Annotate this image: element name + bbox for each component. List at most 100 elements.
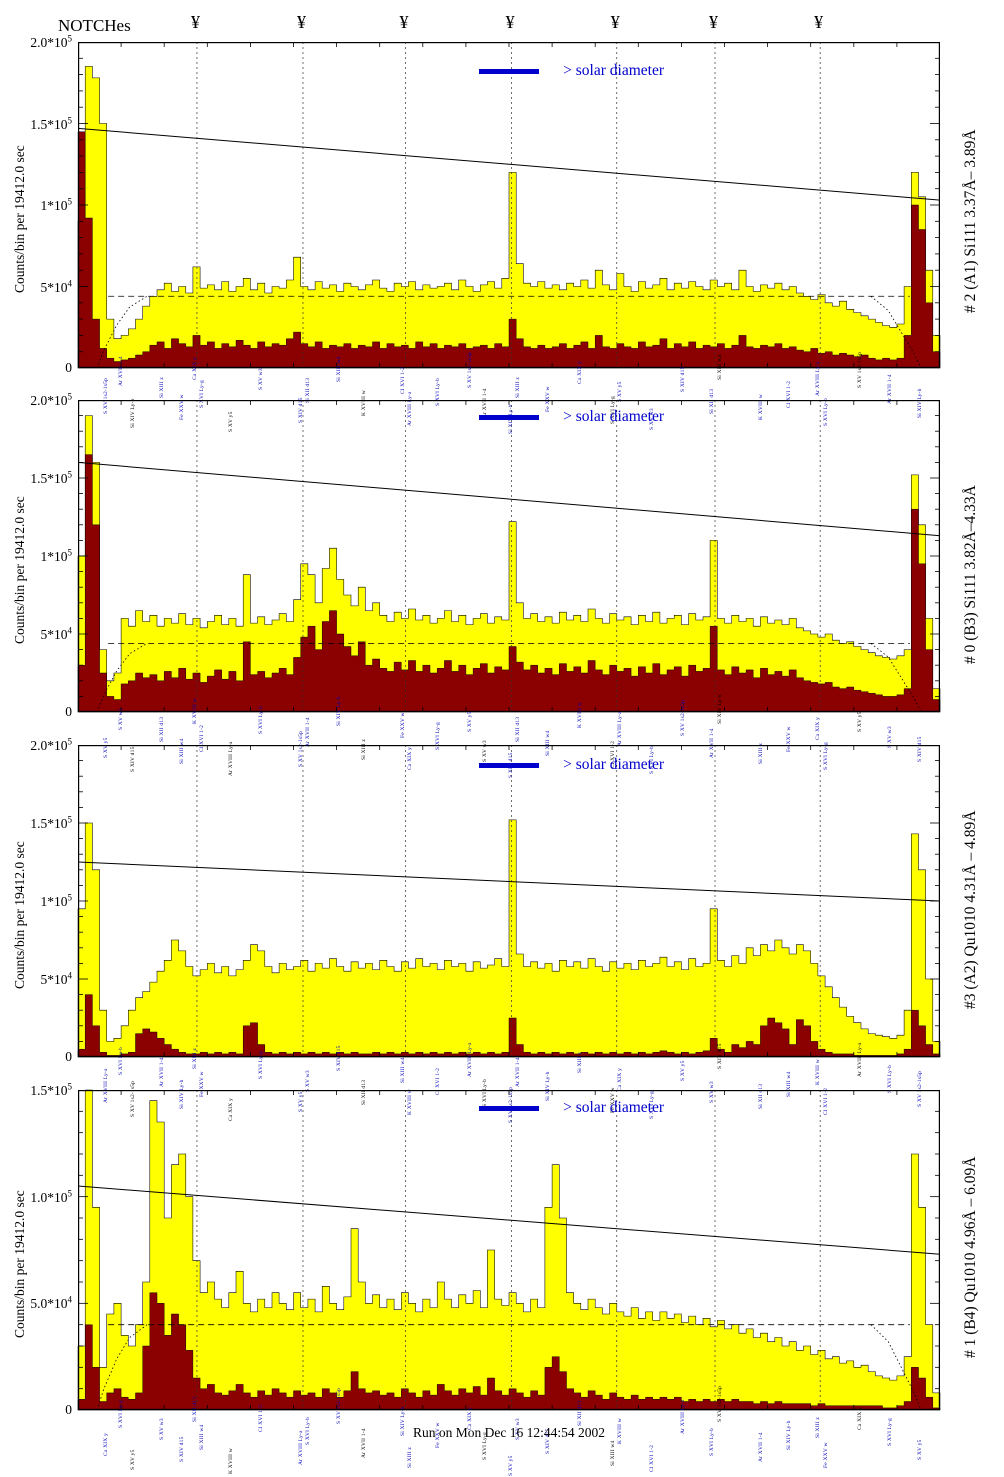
maroon-histogram [77,1292,941,1411]
y-tick-label: 0 [65,360,72,375]
y-tick-label: 1.5*105 [30,1081,72,1098]
y-axis-ticks: 0 5*104 1*105 1.5*105 2.0*105 [4,391,78,719]
line-annotation: S XV w3 [258,368,265,390]
y-tick-label: 1*105 [40,547,73,564]
panel-qu1010-b4: Counts/bin per 19412.0 sec 0 5.0*104 1.0*1… [12,1081,979,1476]
line-annotation: Si XII d13 [158,716,165,742]
y-tick-label: 2.0*105 [30,736,72,753]
line-annotation: Si XII d13 [514,716,521,742]
solar-diameter-bar [478,414,540,420]
decline-line [77,861,941,902]
y-tick-label: 2.0*105 [30,33,72,50]
notch-symbol: ¥ [190,12,200,32]
line-annotation: Ar XVII 1-4 [514,1057,521,1087]
line-annotation: Cl XVI 1-2 [400,366,407,394]
solar-diameter-legend: > solar diameter [478,62,664,80]
decline-line [77,1185,941,1255]
line-annotation: S XV w3 [304,1070,311,1092]
y-tick-label: 5*104 [40,277,73,295]
line-annotation: Cl XVI 1-2 [648,1444,655,1472]
line-annotation: Ar XVII 1-4 [158,1057,165,1087]
line-annotation: Fe XXV w [400,712,407,738]
line-annotation: Si XIII z [158,376,165,398]
y-tick-label: 0 [65,1402,72,1417]
y-tick-label: 2.0*105 [30,391,72,408]
notch-symbol: ¥ [610,12,620,32]
line-annotation: Si XIII w4 [400,1057,407,1083]
solar-diameter-legend: > solar diameter [478,756,664,774]
y-tick-label: 1.5*105 [30,814,72,831]
notch-symbol: ¥ [399,12,409,32]
solar-diameter-label: > solar diameter [563,1099,664,1116]
y-axis-ticks: 0 5*104 1*105 1.5*105 2.0*105 [4,736,78,1064]
y-tick-label: 0 [65,704,72,719]
y-axis-ticks: 0 5.0*104 1.0*105 1.5*105 [4,1081,78,1417]
histogram-plot [77,400,941,713]
panel-right-label: # 1 (B4) Qu1010 4.96Å – 6.09Å [962,1156,979,1359]
solar-diameter-label: > solar diameter [563,756,664,773]
y-tick-label: 1*105 [40,892,73,909]
line-annotation: K XVIII w [227,1448,234,1474]
y-tick-label: 1.5*105 [30,114,72,132]
solar-diameter-label: > solar diameter [563,62,664,79]
line-annotation: Ar XVII 1-4 [304,717,311,747]
notches-header: NOTCHes ¥ ¥ ¥ ¥ ¥ ¥ ¥ [0,12,1004,40]
panel-right-label: # 0 (B3) Si111 3.82Å–4.33Å [962,485,979,664]
y-axis-ticks: 0 5*104 1*105 1.5*105 2.0*105 [4,33,78,375]
solar-diameter-bar [478,68,540,74]
y-tick-label: 5*104 [40,970,73,987]
y-tick-label: 5.0*104 [30,1294,72,1312]
panel-qu1010-a2: Counts/bin per 19412.0 sec 0 5*104 1*105 1.… [12,736,979,1123]
maroon-histogram [77,131,941,369]
line-annotation: S XV y5 [617,381,624,402]
maroon-histogram [77,454,941,713]
notch-symbol: ¥ [709,12,719,32]
solar-diameter-bar [478,762,540,768]
histogram-plot [77,42,941,369]
notches-label: NOTCHes [58,16,131,35]
line-annotation: K XVIII w [814,1059,821,1085]
line-annotation: Ca XIX y [814,717,821,740]
line-annotation: Fe XXV w [822,1442,829,1468]
solar-diameter-bar [478,1105,540,1111]
y-tick-label: 5*104 [40,625,73,642]
panel-si111-b3: Counts/bin per 19412.0 sec 0 5*104 1*105 1.… [12,391,979,778]
line-annotation: Si XIII z [514,376,521,398]
solar-diameter-label: > solar diameter [563,408,664,425]
notch-symbol: ¥ [814,12,824,32]
line-annotation: S XV y5 [917,1439,924,1460]
y-tick-label: 1*105 [40,196,73,213]
run-timestamp: Run on Mon Dec 16 12:44:54 2002 [413,1425,605,1440]
decline-line [77,127,941,201]
dotted-fall-curve [870,1324,922,1411]
line-annotation: S XVI Ly-b [887,1065,894,1093]
line-annotation: Si XIII w4 [609,1440,616,1466]
notch-symbol: ¥ [505,12,515,32]
histogram-plot [77,1089,941,1411]
line-annotation: Ar XVIII Ly-a [617,711,624,746]
line-annotation: Si XIII z [407,1446,414,1468]
line-annotation: S XV y5 [466,711,473,732]
line-annotation: S XV y5 [130,1449,137,1470]
yellow-histogram [77,1089,941,1411]
line-annotation: S XV y5 [680,1060,687,1081]
solar-diameter-legend: > solar diameter [478,408,664,426]
line-annotation: S XIV d15 [680,366,687,392]
dotted-rise-curve [96,643,148,713]
line-annotation: S XV y5 [857,711,864,732]
line-annotation: S XV y5 [508,1455,514,1476]
y-tick-label: 1.0*105 [30,1187,72,1205]
yellow-histogram [77,66,941,369]
histogram-plot [77,745,941,1058]
maroon-histogram [77,994,941,1058]
y-tick-label: 0 [65,1049,72,1064]
panel-right-label: # 2 (A1) Si111 3.37Å– 3.89Å [962,129,979,313]
yellow-histogram [77,415,941,713]
decline-line [77,461,941,537]
panel-si111-a1: Counts/bin per 19412.0 sec 0 5*104 1*105 1.… [12,33,979,434]
solar-diameter-legend: > solar diameter [478,1099,664,1117]
yellow-histogram [77,819,941,1058]
y-tick-label: 1.5*105 [30,469,72,486]
notch-symbol: ¥ [296,12,306,32]
